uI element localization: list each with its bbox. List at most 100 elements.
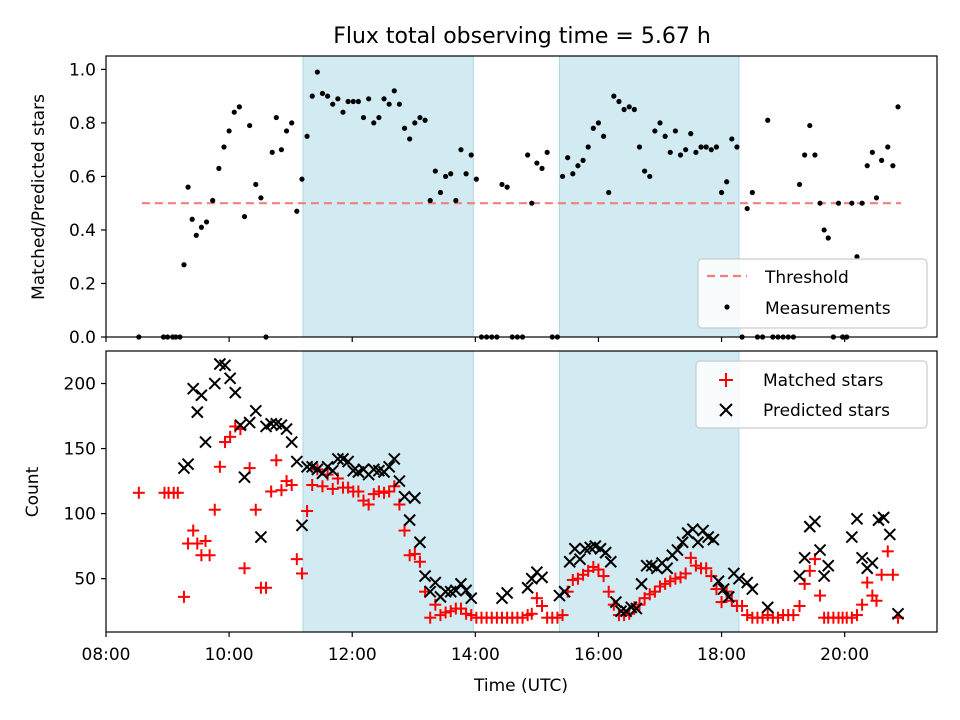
measurement-point bbox=[631, 106, 637, 113]
measurement-point bbox=[247, 122, 253, 129]
predicted-star-point bbox=[707, 533, 720, 546]
predicted-star-point bbox=[285, 435, 298, 449]
predicted-star-point bbox=[326, 464, 339, 477]
predicted-star-point bbox=[388, 452, 401, 466]
measurement-point bbox=[734, 144, 740, 150]
measurement-point bbox=[198, 224, 205, 230]
measurement-point bbox=[657, 120, 663, 126]
predicted-star-point bbox=[191, 405, 204, 419]
matched-star-point bbox=[741, 609, 754, 622]
predicted-star-point bbox=[195, 389, 208, 402]
measurement-point bbox=[859, 200, 865, 206]
measurement-point bbox=[585, 144, 591, 150]
predicted-legend-swatch bbox=[719, 403, 733, 417]
predicted-star-point bbox=[429, 576, 442, 589]
measurement-point bbox=[203, 219, 210, 225]
threshold-legend-label: Threshold bbox=[764, 268, 849, 288]
predicted-star-point bbox=[300, 460, 314, 473]
predicted-star-point bbox=[341, 455, 355, 468]
measurement-point bbox=[713, 144, 720, 150]
measurement-point bbox=[189, 216, 195, 222]
matched-star-point bbox=[224, 430, 237, 443]
measurement-point bbox=[729, 136, 735, 142]
predicted-star-point bbox=[500, 586, 514, 600]
predicted-star-point bbox=[761, 601, 774, 614]
measurement-point bbox=[708, 147, 714, 153]
x-axis-label: Time (UTC) bbox=[473, 676, 568, 696]
measurement-point bbox=[283, 128, 290, 134]
predicted-star-point bbox=[691, 536, 705, 549]
matched-star-point bbox=[861, 576, 874, 589]
predicted-star-point bbox=[223, 372, 237, 385]
measurement-point bbox=[468, 152, 474, 158]
matched-star-point bbox=[238, 562, 251, 575]
matched-star-point bbox=[715, 596, 728, 609]
matched-star-point bbox=[659, 577, 672, 590]
measurement-point bbox=[570, 171, 576, 177]
matched-star-point bbox=[566, 573, 579, 586]
predicted-star-point bbox=[813, 543, 827, 557]
predicted-star-point bbox=[393, 474, 406, 488]
matched-star-point bbox=[285, 478, 298, 491]
top-y-tick-label: 0.2 bbox=[69, 274, 96, 294]
predicted-star-point bbox=[855, 551, 869, 565]
measurement-point bbox=[703, 144, 709, 150]
matched-star-point bbox=[301, 505, 314, 518]
matched-star-point bbox=[132, 486, 145, 499]
predicted-star-point bbox=[640, 559, 653, 572]
measurement-point bbox=[812, 152, 818, 158]
predicted-star-point bbox=[254, 530, 268, 544]
measurement-point bbox=[565, 155, 571, 161]
measurement-point bbox=[294, 208, 300, 214]
matched-star-point bbox=[191, 537, 204, 550]
measurement-point bbox=[611, 93, 617, 99]
matched-star-point bbox=[177, 590, 190, 603]
measurement-point bbox=[417, 114, 423, 121]
x-tick-label: 08:00 bbox=[82, 645, 131, 665]
measurement-point bbox=[376, 114, 382, 121]
predicted-star-point bbox=[850, 512, 864, 526]
measurement-point bbox=[595, 120, 602, 126]
measurement-point bbox=[718, 189, 725, 196]
matched-star-point bbox=[648, 585, 661, 598]
predicted-star-point bbox=[609, 595, 623, 609]
predicted-star-point bbox=[793, 569, 806, 583]
matched-star-point bbox=[219, 436, 232, 449]
predicted-star-point bbox=[676, 536, 689, 549]
bottom-y-axis-label: Count bbox=[23, 466, 43, 517]
predicted-star-point bbox=[208, 377, 221, 390]
measurement-point bbox=[864, 163, 870, 169]
measurement-point bbox=[817, 200, 823, 206]
measurement-point bbox=[890, 163, 896, 169]
top-y-ticks: 0.0 0.2 0.4 0.6 0.8 1.0 bbox=[69, 60, 106, 348]
predicted-star-point bbox=[717, 582, 730, 596]
matched-star-point bbox=[870, 594, 883, 607]
matched-star-point bbox=[383, 485, 396, 498]
matched-star-point bbox=[530, 592, 543, 605]
matched-legend-swatch bbox=[719, 373, 733, 387]
measurements-legend-label: Measurements bbox=[765, 299, 891, 319]
matched-star-point bbox=[434, 609, 447, 622]
predicted-star-point bbox=[568, 542, 582, 555]
top-y-tick-label: 1.0 bbox=[69, 60, 96, 80]
measurement-point bbox=[193, 232, 199, 238]
measurement-point bbox=[355, 98, 361, 105]
measurement-point bbox=[544, 149, 550, 155]
top-plot-frame bbox=[105, 55, 938, 338]
matched-star-point bbox=[439, 606, 452, 619]
matched-star-point bbox=[424, 611, 437, 624]
measurement-point bbox=[590, 125, 596, 131]
measurement-point bbox=[504, 184, 510, 190]
matched-star-point bbox=[398, 524, 411, 537]
predicted-star-point bbox=[822, 559, 835, 572]
measurement-point bbox=[765, 117, 771, 123]
measurement-point bbox=[325, 93, 331, 99]
predicted-star-point bbox=[746, 582, 759, 596]
measurement-point bbox=[345, 98, 351, 105]
measurement-point bbox=[647, 173, 653, 180]
predicted-star-point bbox=[186, 382, 200, 395]
measurement-point bbox=[278, 147, 285, 153]
matched-legend-label: Matched stars bbox=[763, 371, 883, 391]
x-tick-label: 16:00 bbox=[574, 645, 623, 665]
matched-star-point bbox=[793, 599, 806, 612]
